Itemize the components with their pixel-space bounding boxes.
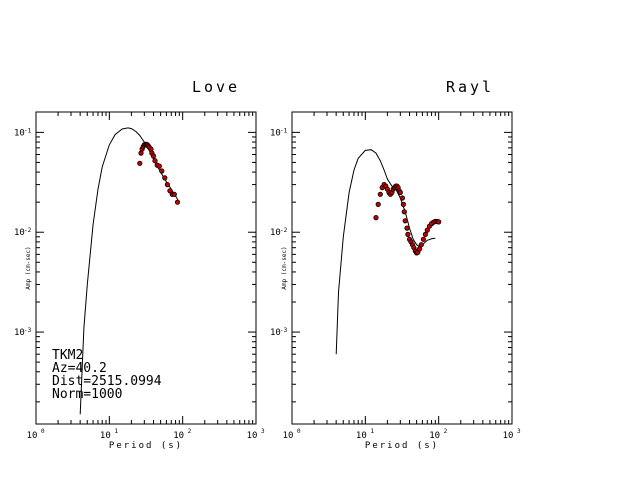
observed-point [405,231,411,237]
observed-point [171,191,177,197]
chart-title: Rayl [446,78,494,96]
y-axis-label: Amp (cm-sec) [25,246,32,289]
observed-point [156,163,162,169]
x-tick-label: 10 [503,431,514,441]
y-tick-exponent: -1 [24,127,32,134]
observed-point [399,195,405,201]
x-tick-exponent: 3 [261,428,265,435]
observed-point [373,215,379,221]
x-tick-label: 10 [356,431,367,441]
x-tick-exponent: 2 [188,428,192,435]
x-tick-exponent: 1 [370,428,374,435]
observed-point [152,158,158,164]
y-tick-label: 10 [270,228,281,238]
station-label: TKM2 [52,348,83,363]
observed-point [424,227,430,233]
x-tick-label: 10 [27,431,38,441]
y-axis-label: Amp (cm-sec) [281,246,288,289]
observed-point [174,199,181,205]
plot-frame [291,111,513,425]
observed-point [401,209,407,215]
observed-point [402,218,408,224]
observed-point [397,189,403,196]
x-tick-exponent: 0 [41,428,45,435]
x-tick-exponent: 3 [517,428,521,435]
x-tick-exponent: 2 [444,428,448,435]
y-tick-label: 10 [14,228,25,238]
azimuth-label: Az=40.2 [52,361,107,376]
observed-point [377,191,383,197]
y-tick-exponent: -3 [280,327,288,334]
observed-point [162,175,168,181]
observed-point [420,236,426,242]
observed-point [400,201,406,207]
x-tick-exponent: 1 [114,428,118,435]
x-tick-label: 10 [429,431,440,441]
y-tick-label: 10 [270,328,281,338]
x-axis-label: Period (s) [365,441,439,451]
plot-frame [35,111,257,425]
chart-title: Love [192,78,240,96]
observed-point [167,188,173,194]
observed-point [436,219,442,225]
x-tick-label: 10 [247,431,258,441]
norm-label: Norm=1000 [52,387,122,402]
x-tick-exponent: 0 [297,428,301,435]
observed-point [164,182,170,188]
distance-label: Dist=2515.0994 [52,374,162,389]
y-tick-exponent: -1 [280,127,288,134]
model-curve [335,149,436,355]
observed-point [137,160,143,166]
observed-point [422,231,428,237]
station-info: TKM2 Az=40.2 Dist=2515.0994 Norm=1000 [52,348,162,402]
y-tick-label: 10 [14,128,25,138]
y-tick-exponent: -2 [24,227,32,234]
y-tick-exponent: -3 [24,327,32,334]
y-tick-exponent: -2 [280,227,288,234]
observed-point [375,201,381,207]
x-axis-label: Period (s) [109,441,183,451]
y-tick-label: 10 [14,328,25,338]
observed-point [159,168,165,174]
observed-point [150,153,157,159]
x-tick-label: 10 [173,431,184,441]
x-tick-label: 10 [100,431,111,441]
observed-point [404,225,410,231]
y-tick-label: 10 [270,128,281,138]
x-tick-label: 10 [283,431,294,441]
observed-point [416,246,423,252]
observed-point [418,242,424,248]
